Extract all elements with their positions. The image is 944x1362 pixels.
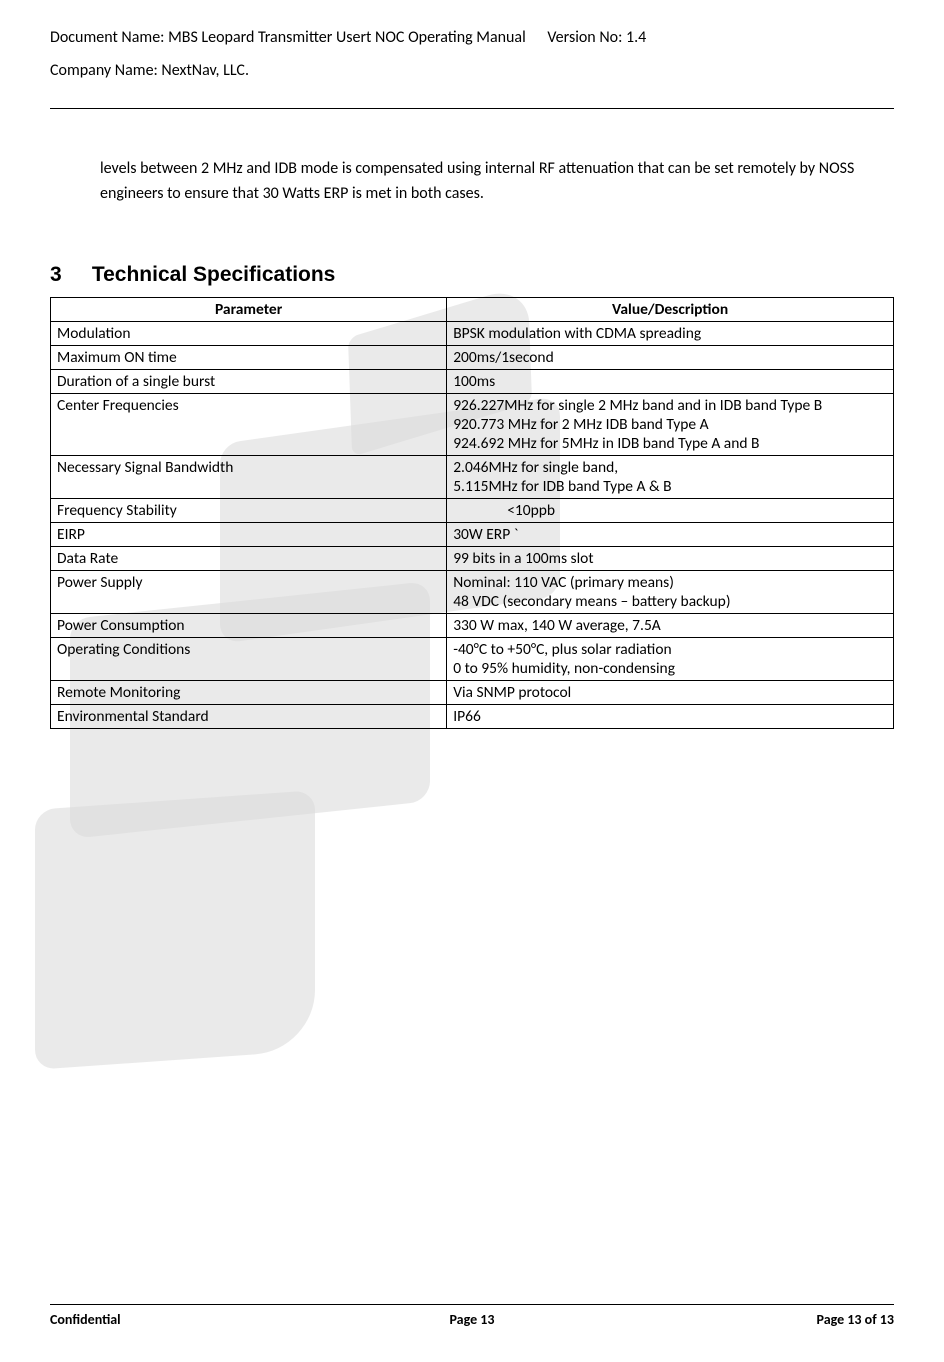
section-heading: 3 Technical Specifications — [0, 237, 944, 297]
table-header-value: Value/Description — [447, 297, 894, 321]
table-cell-parameter: Maximum ON time — [51, 345, 447, 369]
footer-divider — [50, 1304, 894, 1305]
company-name: Company Name: NextNav, LLC. — [50, 61, 894, 80]
document-name: Document Name: MBS Leopard Transmitter U… — [50, 28, 526, 47]
table-row: Maximum ON time200ms/1second — [51, 345, 894, 369]
table-cell-value: 99 bits in a 100ms slot — [447, 546, 894, 570]
footer-confidential: Confidential — [50, 1311, 331, 1328]
table-row: Power SupplyNominal: 110 VAC (primary me… — [51, 570, 894, 613]
table-cell-value: 100ms — [447, 369, 894, 393]
version-number: Version No: 1.4 — [547, 28, 646, 47]
table-cell-parameter: Center Frequencies — [51, 393, 447, 455]
table-cell-value: -40°C to +50°C, plus solar radiation0 to… — [447, 637, 894, 680]
table-cell-value: 330 W max, 140 W average, 7.5A — [447, 613, 894, 637]
table-row: ModulationBPSK modulation with CDMA spre… — [51, 321, 894, 345]
table-cell-value: Nominal: 110 VAC (primary means)48 VDC (… — [447, 570, 894, 613]
table-cell-value: Via SNMP protocol — [447, 680, 894, 704]
table-cell-value: 2.046MHz for single band,5.115MHz for ID… — [447, 455, 894, 498]
section-title: Technical Specifications — [92, 263, 336, 286]
specifications-table: Parameter Value/Description ModulationBP… — [50, 297, 894, 729]
footer-row: Confidential Page 13 Page 13 of 13 — [0, 1311, 944, 1328]
table-cell-value: BPSK modulation with CDMA spreading — [447, 321, 894, 345]
table-cell-value: 200ms/1second — [447, 345, 894, 369]
table-cell-parameter: EIRP — [51, 522, 447, 546]
table-cell-parameter: Frequency Stability — [51, 498, 447, 522]
page-header: Document Name: MBS Leopard Transmitter U… — [0, 0, 944, 108]
table-row: Environmental StandardIP66 — [51, 704, 894, 728]
table-header-row: Parameter Value/Description — [51, 297, 894, 321]
table-cell-parameter: Duration of a single burst — [51, 369, 447, 393]
table-cell-value: <10ppb — [447, 498, 894, 522]
table-header-parameter: Parameter — [51, 297, 447, 321]
body-paragraph: levels between 2 MHz and IDB mode is com… — [0, 109, 944, 237]
table-row: Duration of a single burst100ms — [51, 369, 894, 393]
watermark-shape — [35, 790, 315, 1070]
table-row: Remote MonitoringVia SNMP protocol — [51, 680, 894, 704]
footer-page-of: Page 13 of 13 — [613, 1311, 894, 1328]
table-cell-parameter: Modulation — [51, 321, 447, 345]
table-cell-value: IP66 — [447, 704, 894, 728]
table-row: EIRP30W ERP ` — [51, 522, 894, 546]
table-cell-parameter: Data Rate — [51, 546, 447, 570]
page-footer: Confidential Page 13 Page 13 of 13 — [0, 1304, 944, 1328]
table-cell-value: 926.227MHz for single 2 MHz band and in … — [447, 393, 894, 455]
table-row: Data Rate99 bits in a 100ms slot — [51, 546, 894, 570]
table-cell-parameter: Power Supply — [51, 570, 447, 613]
footer-page-number: Page 13 — [331, 1311, 612, 1328]
table-cell-parameter: Remote Monitoring — [51, 680, 447, 704]
section-number: 3 — [50, 263, 86, 287]
table-row: Necessary Signal Bandwidth2.046MHz for s… — [51, 455, 894, 498]
table-row: Frequency Stability<10ppb — [51, 498, 894, 522]
table-cell-value: 30W ERP ` — [447, 522, 894, 546]
table-cell-parameter: Necessary Signal Bandwidth — [51, 455, 447, 498]
table-cell-parameter: Environmental Standard — [51, 704, 447, 728]
table-row: Operating Conditions-40°C to +50°C, plus… — [51, 637, 894, 680]
table-row: Power Consumption330 W max, 140 W averag… — [51, 613, 894, 637]
table-row: Center Frequencies926.227MHz for single … — [51, 393, 894, 455]
header-line-1: Document Name: MBS Leopard Transmitter U… — [50, 28, 894, 47]
table-cell-parameter: Power Consumption — [51, 613, 447, 637]
table-cell-parameter: Operating Conditions — [51, 637, 447, 680]
